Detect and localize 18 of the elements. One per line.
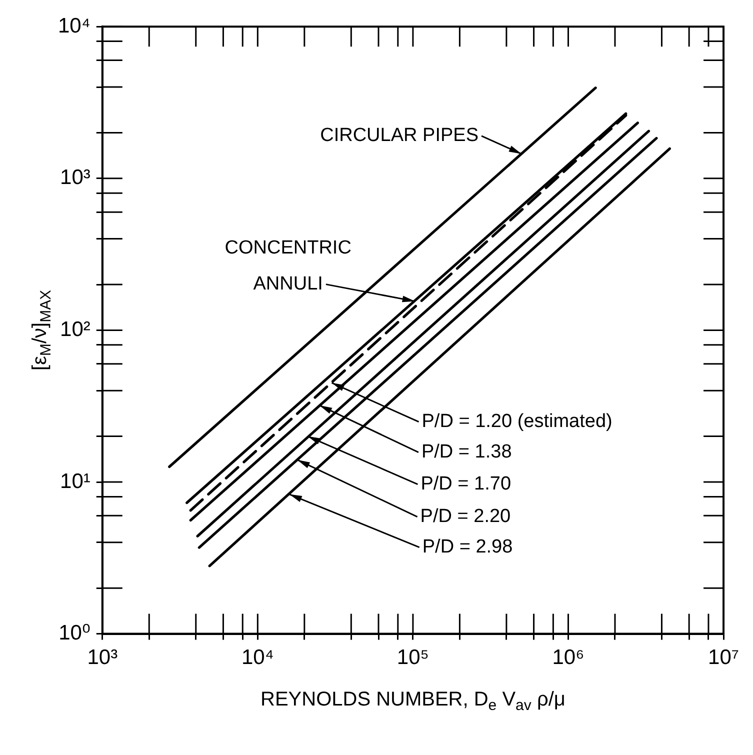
annotation: P/D = 1.20 (estimated) — [422, 411, 612, 432]
x-tick-label: 10⁴ — [241, 646, 274, 670]
x-tick-label: 10⁵ — [396, 646, 429, 670]
y-tick-label: 10² — [60, 318, 90, 341]
annotation: P/D = 1.70 — [420, 474, 512, 495]
annotation: P/D = 2.98 — [422, 536, 513, 558]
annotation: P/D = 1.38 — [421, 442, 512, 463]
x-tick-label: 10³ — [87, 646, 118, 670]
y-tick-label: 10⁴ — [58, 14, 90, 38]
y-tick-label: 10⁰ — [58, 622, 90, 645]
annotation: P/D = 2.20 — [420, 506, 511, 528]
x-tick-label: 10⁷ — [708, 646, 740, 670]
annotation: CIRCULAR PIPES — [320, 125, 478, 146]
x-tick-label: 10⁶ — [552, 646, 584, 670]
y-tick-label: 10¹ — [60, 470, 90, 493]
y-tick-label: 10³ — [60, 166, 90, 190]
y-axis-title: [εM/ν]MAX — [28, 290, 55, 370]
annotation: CONCENTRIC ANNULI — [224, 238, 352, 295]
